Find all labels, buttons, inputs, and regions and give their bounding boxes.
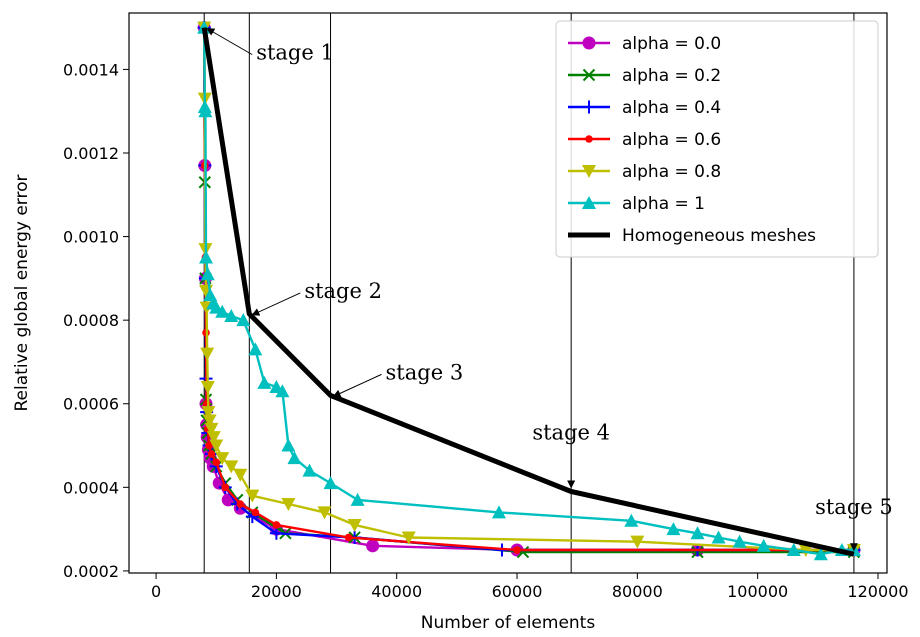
stage-arrow-1 bbox=[206, 28, 253, 56]
data-point bbox=[513, 546, 521, 554]
data-point bbox=[401, 531, 416, 545]
x-tick-label: 0 bbox=[151, 582, 161, 601]
legend: alpha = 0.0 alpha = 0.2 alpha = 0.4 alpha =… bbox=[555, 20, 879, 258]
x-tick-label: 60000 bbox=[492, 582, 543, 601]
data-point bbox=[200, 381, 215, 395]
stage-annotations: stage 1 stage 2 stage 3 stage 4 stage 5 bbox=[206, 28, 893, 552]
legend-entry-label: alpha = 1 bbox=[622, 194, 705, 214]
y-tick-label: 0.0014 bbox=[63, 60, 119, 79]
data-point bbox=[624, 513, 639, 527]
data-point bbox=[281, 438, 296, 452]
stage-label-3: stage 3 bbox=[386, 360, 464, 384]
data-point bbox=[248, 342, 263, 356]
x-axis-label: Number of elements bbox=[421, 613, 596, 633]
y-tick-label: 0.0010 bbox=[63, 228, 119, 247]
data-point bbox=[221, 483, 230, 492]
x-tick-label: 120000 bbox=[847, 582, 908, 601]
data-point bbox=[287, 451, 302, 465]
y-tick-label: 0.0012 bbox=[63, 144, 119, 163]
y-tick-label: 0.0008 bbox=[63, 311, 119, 330]
data-point bbox=[732, 534, 747, 548]
data-point bbox=[236, 313, 251, 327]
stage-label-2: stage 2 bbox=[304, 279, 382, 303]
data-point bbox=[200, 267, 215, 281]
y-axis-label: Relative global energy error bbox=[12, 174, 32, 411]
stage-label-5: stage 5 bbox=[815, 495, 893, 519]
plot-frame bbox=[128, 12, 888, 574]
legend-swatch-marker bbox=[582, 100, 596, 114]
data-point bbox=[798, 544, 813, 558]
data-point bbox=[199, 250, 214, 264]
data-point bbox=[224, 460, 239, 474]
data-point bbox=[786, 543, 801, 557]
data-point bbox=[212, 458, 221, 467]
data-point bbox=[204, 422, 219, 436]
data-point bbox=[366, 539, 380, 553]
series-5 bbox=[197, 20, 861, 561]
data-point bbox=[233, 468, 248, 482]
stage-arrow-2 bbox=[251, 292, 301, 316]
legend-entry-label: alpha = 0.4 bbox=[622, 98, 721, 118]
data-point bbox=[350, 492, 365, 506]
y-tick-label: 0.0006 bbox=[63, 395, 119, 414]
data-point bbox=[206, 431, 221, 445]
legend-swatch-marker bbox=[585, 135, 593, 143]
data-point bbox=[207, 450, 216, 458]
legend-entry-label: alpha = 0.8 bbox=[622, 162, 721, 182]
y-axis: 0.0002 0.0004 0.0006 0.0008 0.0010 0.0012 0.00… bbox=[63, 60, 129, 581]
data-point bbox=[491, 505, 506, 519]
legend-entry-label: alpha = 0.0 bbox=[622, 34, 721, 54]
series-line-6 bbox=[201, 27, 855, 557]
data-point bbox=[215, 452, 230, 466]
legend-entry-label: alpha = 0.2 bbox=[622, 66, 721, 86]
data-point bbox=[205, 441, 213, 450]
stage-arrow-3 bbox=[332, 373, 382, 398]
legend-entry-label: alpha = 0.6 bbox=[622, 130, 721, 150]
legend-swatch-marker bbox=[582, 165, 596, 178]
data-point bbox=[209, 439, 224, 453]
x-tick-label: 20000 bbox=[251, 582, 302, 601]
data-point bbox=[257, 375, 272, 389]
data-point bbox=[690, 526, 705, 540]
x-tick-label: 40000 bbox=[371, 582, 422, 601]
x-tick-label: 100000 bbox=[727, 582, 788, 601]
y-tick-label: 0.0004 bbox=[63, 478, 119, 497]
data-point bbox=[269, 526, 283, 540]
data-point bbox=[323, 476, 338, 490]
data-point bbox=[201, 406, 216, 420]
data-point bbox=[251, 508, 260, 517]
data-point bbox=[202, 414, 217, 428]
data-point bbox=[317, 506, 332, 520]
series-6 bbox=[201, 27, 855, 557]
x-axis: 0 20000 40000 60000 80000 100000 120000 bbox=[151, 573, 909, 601]
data-point bbox=[275, 384, 290, 398]
data-point bbox=[711, 530, 726, 544]
legend-entry-label: Homogeneous meshes bbox=[622, 226, 816, 246]
data-point bbox=[200, 347, 215, 361]
data-point bbox=[347, 518, 362, 532]
legend-swatch-marker bbox=[582, 68, 596, 82]
data-point bbox=[224, 308, 239, 322]
stage-label-1: stage 1 bbox=[256, 41, 334, 65]
data-point bbox=[215, 304, 230, 318]
stage-label-4: stage 4 bbox=[532, 421, 610, 445]
x-tick-label: 80000 bbox=[612, 582, 663, 601]
data-point bbox=[281, 498, 296, 512]
y-tick-label: 0.0002 bbox=[63, 562, 119, 581]
data-point bbox=[198, 104, 213, 118]
series-layer bbox=[197, 20, 861, 561]
data-point bbox=[344, 533, 353, 542]
legend-box bbox=[555, 20, 879, 258]
legend-swatch-marker bbox=[582, 36, 596, 50]
data-point bbox=[245, 489, 260, 503]
data-point bbox=[630, 535, 645, 549]
legend-swatch-marker bbox=[582, 196, 596, 209]
data-point bbox=[756, 538, 771, 552]
data-point bbox=[272, 521, 281, 529]
data-point bbox=[813, 547, 828, 561]
data-point bbox=[236, 500, 245, 508]
data-point bbox=[666, 522, 681, 536]
data-point bbox=[302, 463, 317, 477]
